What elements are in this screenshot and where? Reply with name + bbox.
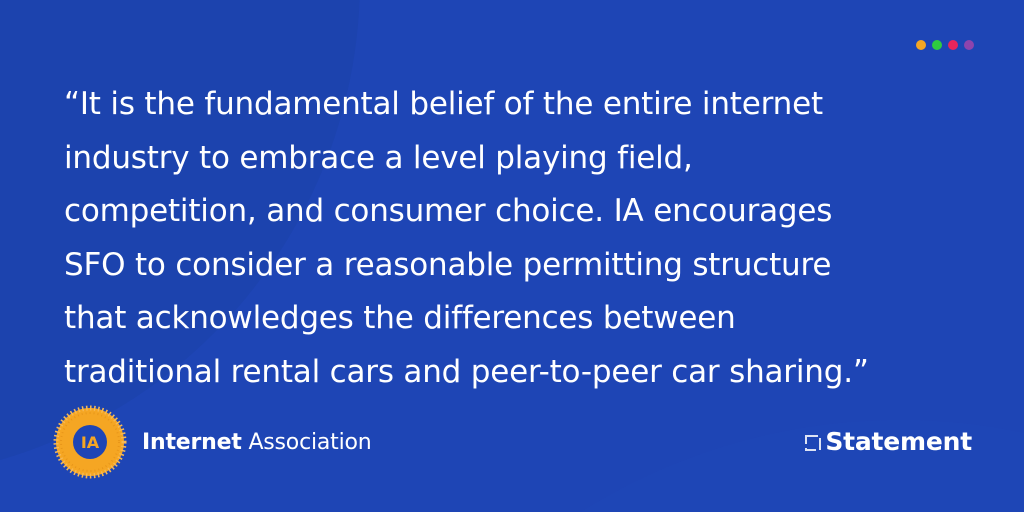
statement-badge: Statement (805, 428, 972, 456)
brand-name-regular: Association (248, 429, 372, 455)
quote-text: “It is the fundamental belief of the ent… (64, 78, 944, 399)
dot-pink (948, 40, 958, 50)
brand-name: Internet Association (142, 430, 372, 455)
logo-text: IA (81, 433, 100, 452)
internet-association-logo-icon: IA (53, 405, 127, 479)
brand-name-bold: Internet (142, 429, 242, 455)
quote-line: “It is the fundamental belief of the ent… (64, 86, 823, 122)
statement-label: Statement (825, 427, 972, 456)
quote-line: that acknowledges the differences betwee… (64, 300, 736, 336)
quote-line: competition, and consumer choice. IA enc… (64, 193, 833, 229)
dot-purple (964, 40, 974, 50)
square-bracket-icon (805, 435, 822, 451)
brand-lockup: IA Internet Association (52, 404, 372, 480)
dot-green (932, 40, 942, 50)
decorative-dots (916, 40, 974, 50)
dot-orange (916, 40, 926, 50)
quote-line: traditional rental cars and peer-to-peer… (64, 353, 869, 390)
quote-line: SFO to consider a reasonable permitting … (64, 246, 832, 283)
quote-line: industry to embrace a level playing fiel… (64, 139, 693, 176)
